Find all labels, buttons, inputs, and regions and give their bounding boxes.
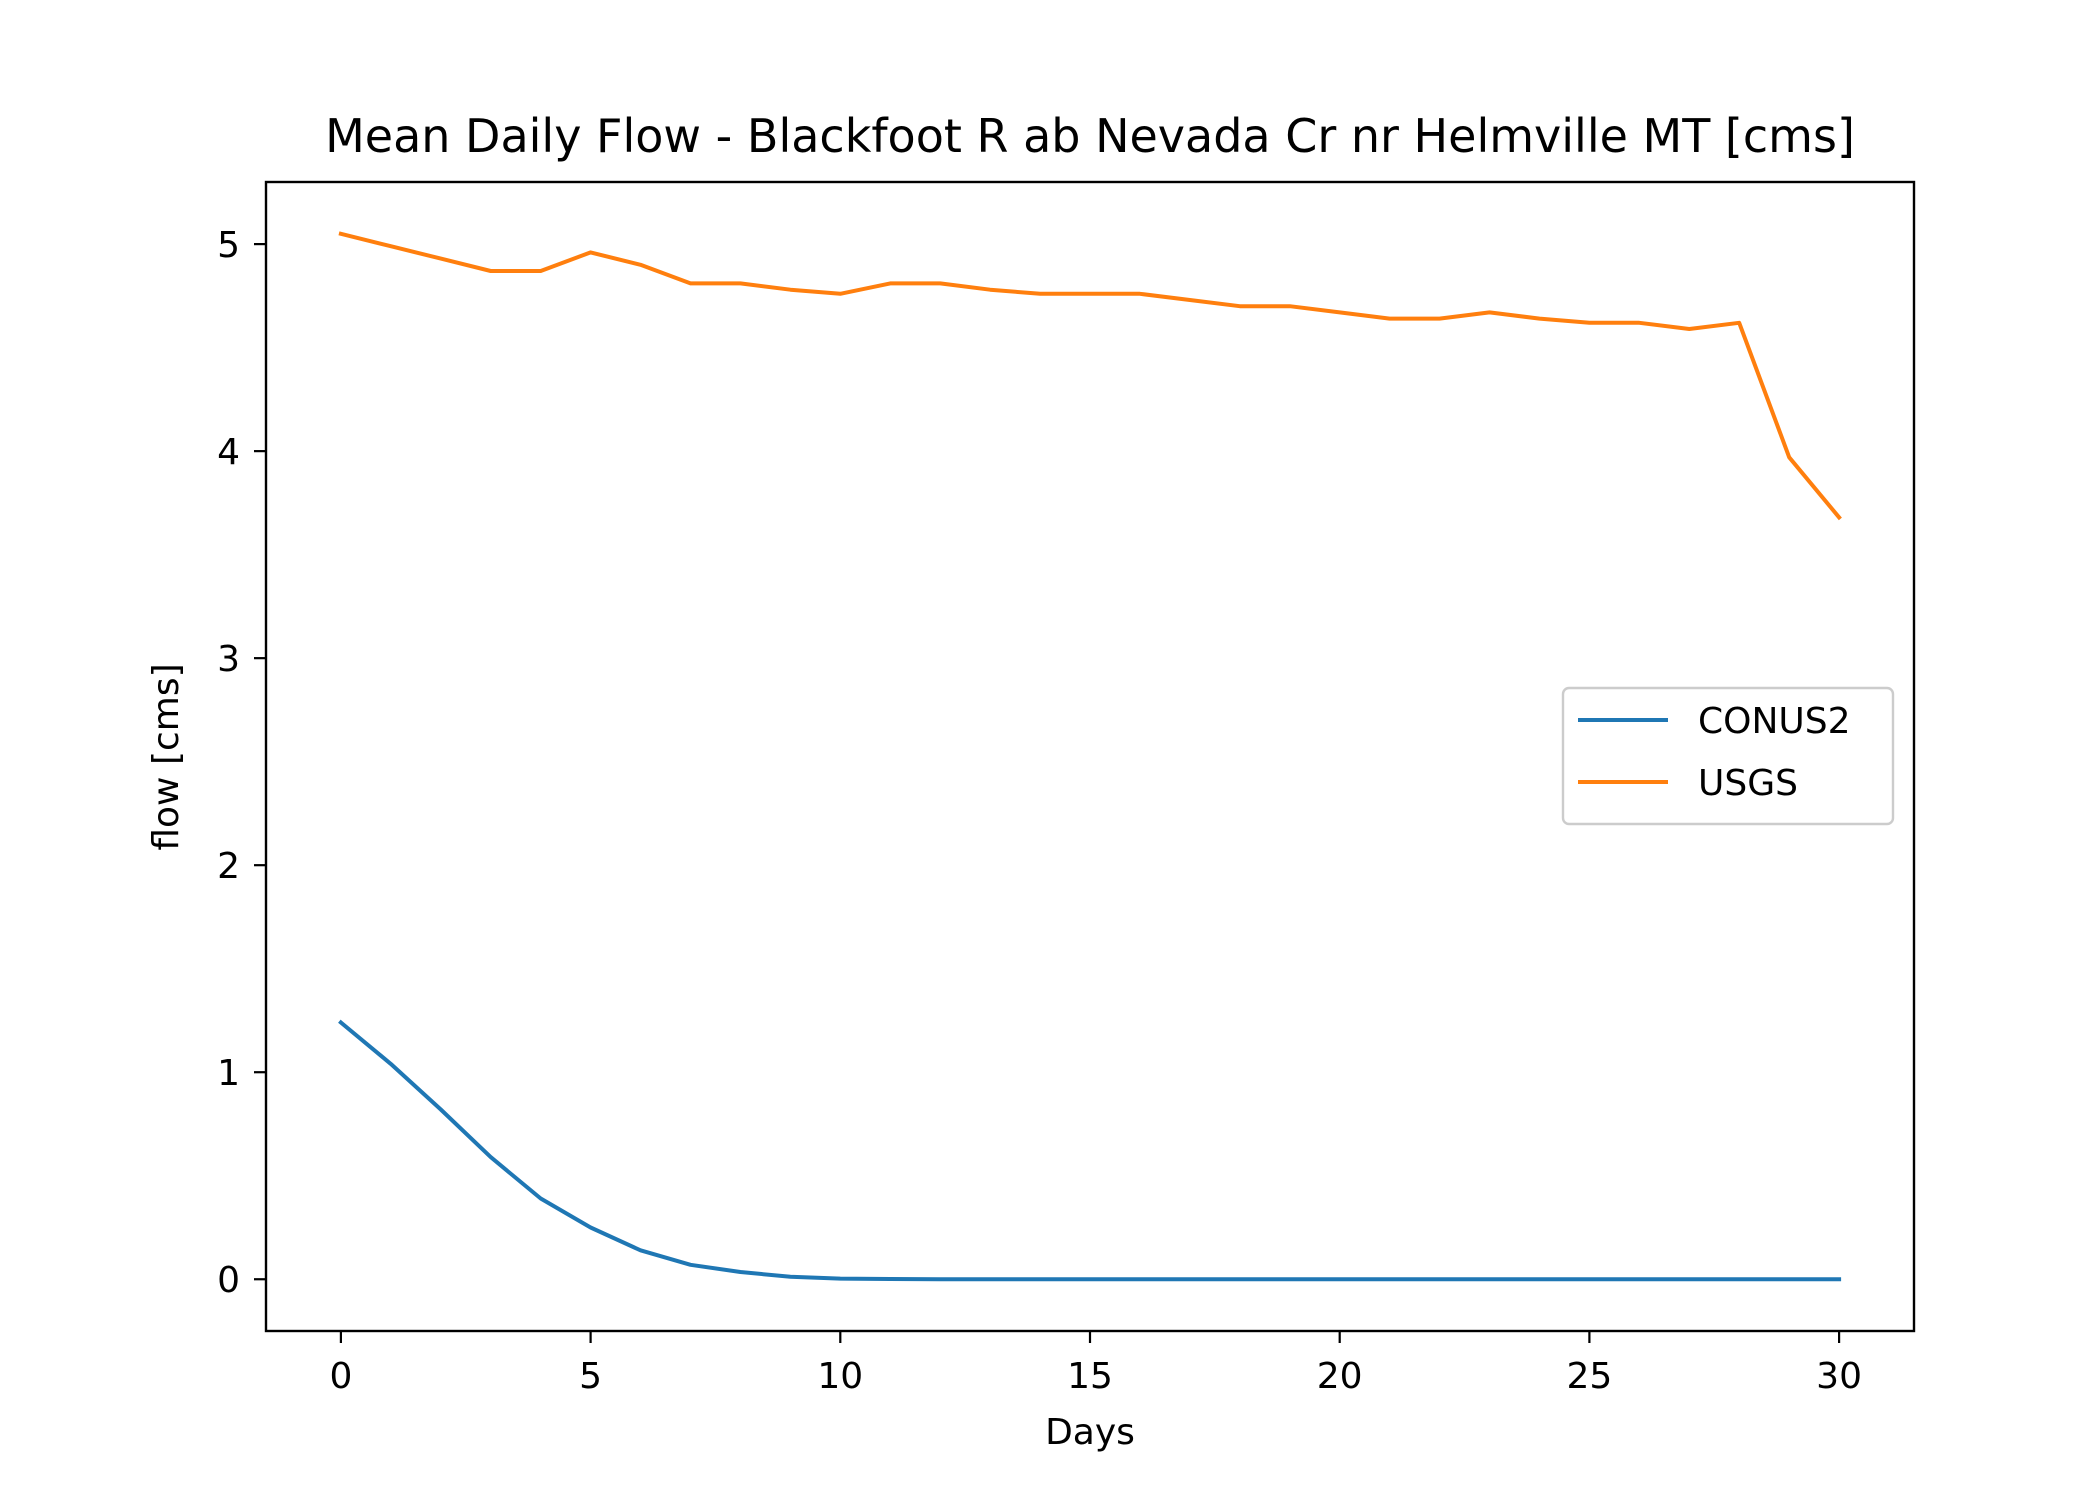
x-tick-label: 30 (1816, 1356, 1862, 1397)
x-tick-label: 15 (1067, 1356, 1113, 1397)
chart-title: Mean Daily Flow - Blackfoot R ab Nevada … (325, 109, 1855, 163)
y-tick-label: 3 (217, 639, 240, 680)
y-tick-label: 0 (217, 1260, 240, 1301)
legend-label-conus2: CONUS2 (1698, 701, 1851, 742)
y-axis: 0 1 2 3 4 5 (217, 225, 266, 1301)
series-line-usgs (338, 231, 1842, 521)
y-tick-label: 1 (217, 1053, 240, 1094)
y-axis-label: flow [cms] (146, 663, 187, 850)
x-tick-label: 0 (329, 1356, 352, 1397)
plot-frame (264, 180, 1916, 1333)
y-tick-label: 5 (217, 225, 240, 266)
y-tick-label: 4 (217, 432, 240, 473)
series-layer (338, 231, 1842, 1282)
series-line-conus2 (338, 1019, 1842, 1282)
x-tick-label: 5 (579, 1356, 602, 1397)
x-axis-label: Days (1045, 1412, 1135, 1453)
x-axis: 0 5 10 15 20 25 30 (329, 1331, 1862, 1397)
x-tick-label: 20 (1317, 1356, 1363, 1397)
legend-label-usgs: USGS (1698, 763, 1798, 804)
x-tick-label: 10 (817, 1356, 863, 1397)
y-tick-label: 2 (217, 846, 240, 887)
legend: CONUS2 USGS (1561, 686, 1895, 826)
x-tick-label: 25 (1566, 1356, 1612, 1397)
